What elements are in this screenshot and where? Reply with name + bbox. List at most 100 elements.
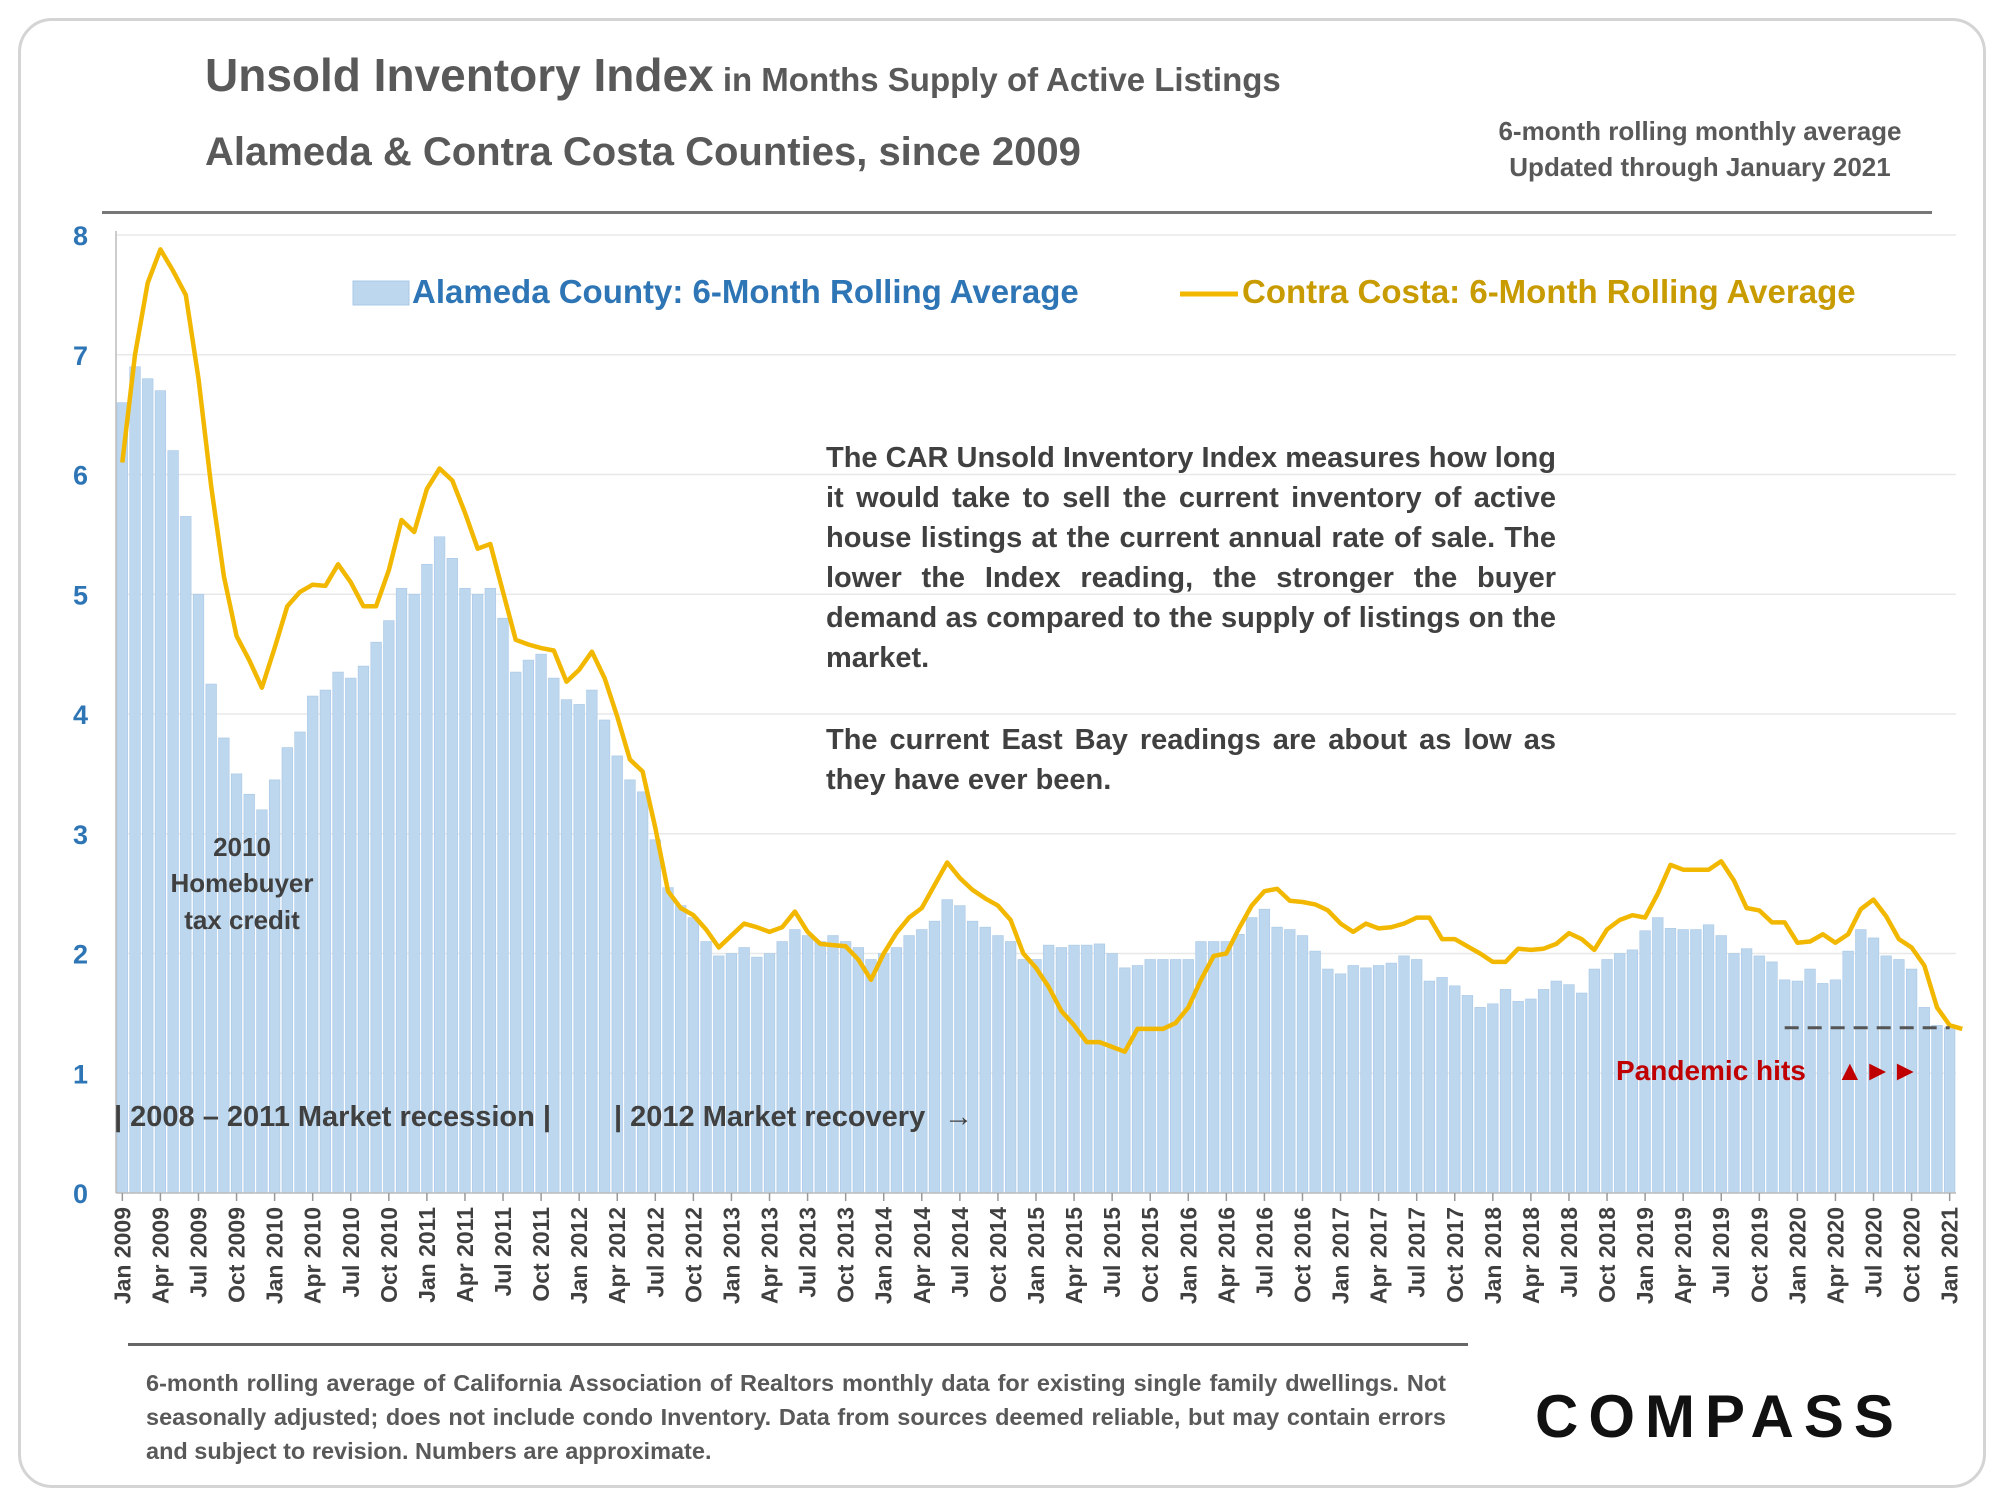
alameda-bar <box>142 378 154 1194</box>
x-tick-label: Jul 2019 <box>1708 1207 1734 1298</box>
alameda-bar <box>687 917 700 1194</box>
x-tick-label: Apr 2017 <box>1366 1207 1392 1304</box>
x-tick-label: Jan 2015 <box>1023 1207 1049 1304</box>
alameda-bar <box>1233 934 1245 1194</box>
x-tick-label: Oct 2020 <box>1899 1207 1925 1303</box>
alameda-bar <box>1284 929 1296 1194</box>
x-tick-label: Jan 2010 <box>262 1207 288 1304</box>
legend: Alameda County: 6-Month Rolling Average … <box>352 273 1856 310</box>
alameda-bar <box>129 366 141 1194</box>
y-tick-label: 6 <box>73 461 88 491</box>
alameda-bar <box>1550 980 1562 1194</box>
alameda-bar <box>421 564 433 1194</box>
alameda-bar <box>713 955 725 1194</box>
alameda-bar <box>916 929 928 1194</box>
x-tick-label: Oct 2014 <box>985 1207 1011 1303</box>
alameda-bar <box>598 719 611 1194</box>
alameda-bar <box>1601 959 1613 1194</box>
alameda-bar <box>433 536 446 1194</box>
x-tick-label: Jan 2021 <box>1937 1207 1963 1304</box>
alameda-bar <box>1817 983 1829 1194</box>
alameda-bar <box>1169 959 1182 1194</box>
x-tick-label: Jul 2014 <box>947 1207 973 1298</box>
alameda-bar <box>1220 941 1232 1194</box>
x-tick-label: Apr 2019 <box>1670 1207 1696 1304</box>
x-tick-label: Jul 2013 <box>795 1207 821 1298</box>
alameda-bar <box>1347 965 1359 1194</box>
alameda-bar <box>1144 959 1156 1194</box>
x-tick-label: Apr 2018 <box>1518 1207 1544 1304</box>
alameda-bar <box>586 689 598 1194</box>
x-tick-label: Jul 2017 <box>1404 1207 1430 1298</box>
alameda-bar <box>1068 944 1080 1194</box>
alameda-bar <box>1588 968 1600 1194</box>
alameda-bar <box>446 558 458 1194</box>
alameda-bar <box>1499 989 1512 1194</box>
footer-divider <box>128 1343 1468 1346</box>
x-tick-label: Jul 2009 <box>185 1207 211 1298</box>
alameda-bar <box>1157 959 1169 1194</box>
x-tick-label: Apr 2010 <box>300 1207 326 1304</box>
alameda-bar <box>1487 1003 1499 1194</box>
x-tick-label: Jul 2016 <box>1251 1207 1277 1298</box>
alameda-bar <box>1106 953 1118 1194</box>
alameda-bar <box>1030 959 1042 1194</box>
rolling-average-note: 6-month rolling monthly average <box>1498 116 1902 146</box>
alameda-bar <box>1131 965 1144 1194</box>
alameda-bar <box>1258 908 1271 1194</box>
x-tick-label: Jan 2014 <box>871 1207 897 1304</box>
alameda-bar <box>1385 962 1397 1194</box>
alameda-bar <box>1296 935 1309 1194</box>
x-tick-label: Oct 2018 <box>1594 1207 1620 1303</box>
alameda-bar <box>1512 1001 1524 1194</box>
alameda-bar <box>751 956 763 1194</box>
alameda-bar <box>776 941 788 1194</box>
x-tick-label: Jul 2015 <box>1099 1207 1125 1298</box>
alameda-bar <box>1246 917 1258 1194</box>
alameda-bar <box>573 704 585 1194</box>
x-tick-label: Oct 2013 <box>833 1207 859 1303</box>
alameda-bar <box>1208 941 1220 1194</box>
x-tick-label: Oct 2010 <box>376 1207 402 1303</box>
alameda-bar <box>738 947 750 1194</box>
x-tick-label: Oct 2019 <box>1746 1207 1772 1303</box>
alameda-bar <box>1931 1025 1943 1194</box>
chart-title: Unsold Inventory Index in Months Supply … <box>205 49 1281 101</box>
alameda-bar <box>878 953 890 1194</box>
legend-alameda-label: Alameda County: 6-Month Rolling Average <box>412 273 1079 310</box>
alameda-bar <box>992 935 1004 1194</box>
alameda-bar <box>1474 1007 1486 1194</box>
x-tick-label: Jan 2013 <box>718 1207 744 1304</box>
alameda-bar <box>890 947 903 1194</box>
alameda-bar <box>1398 955 1410 1194</box>
alameda-bar <box>941 899 953 1194</box>
y-tick-label: 0 <box>73 1179 88 1209</box>
x-tick-label: Oct 2012 <box>680 1207 706 1303</box>
alameda-bar <box>700 941 712 1194</box>
x-tick-label: Jan 2012 <box>566 1207 592 1304</box>
alameda-bar <box>116 402 128 1194</box>
footnote: 6-month rolling average of California As… <box>146 1370 1446 1464</box>
alameda-bar <box>1334 973 1347 1194</box>
alameda-bar <box>1372 965 1385 1194</box>
x-tick-label: Oct 2011 <box>528 1207 554 1302</box>
alameda-bar <box>1309 950 1321 1194</box>
x-tick-label: Apr 2015 <box>1061 1207 1087 1304</box>
chart-annotations: 2010 Homebuyer tax credit | 2008 – 2011 … <box>114 832 1919 1133</box>
y-tick-label: 4 <box>73 700 88 730</box>
recession-label: | 2008 – 2011 Market recession | <box>114 1101 551 1133</box>
alameda-bar <box>1779 979 1791 1194</box>
alameda-bar <box>1576 992 1588 1194</box>
x-tick-label: Jul 2012 <box>642 1207 668 1298</box>
alameda-bar <box>763 953 776 1194</box>
x-tick-label: Jan 2011 <box>414 1207 440 1303</box>
alameda-bar <box>1829 979 1842 1194</box>
alameda-bar <box>1804 968 1816 1194</box>
alameda-bar <box>1449 985 1461 1194</box>
chart-subtitle: Alameda & Contra Costa Counties, since 2… <box>205 130 1081 174</box>
y-tick-label: 8 <box>73 221 88 251</box>
x-tick-label: Apr 2012 <box>604 1207 630 1304</box>
y-tick-label: 1 <box>73 1059 88 1089</box>
alameda-bar <box>1525 998 1537 1194</box>
alameda-bar <box>840 941 852 1194</box>
